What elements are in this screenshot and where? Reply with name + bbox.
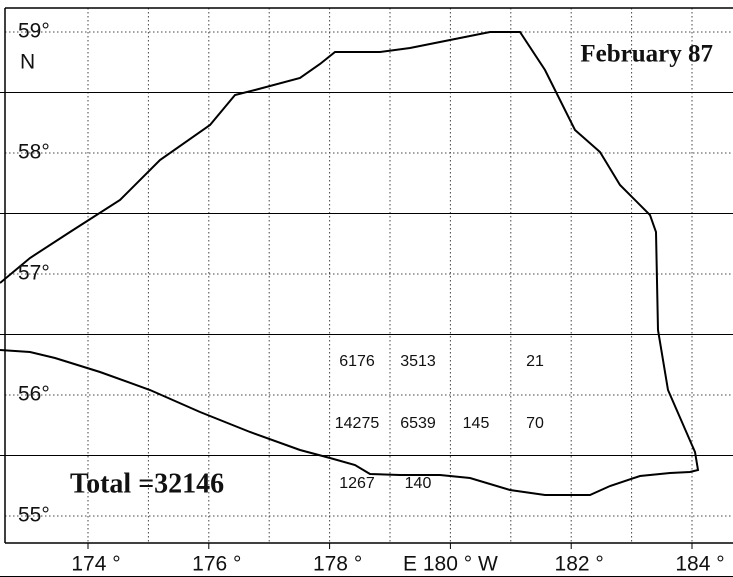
title: February 87 [580, 41, 713, 68]
lon-label: 184 ° [675, 553, 724, 576]
cell-value: 1267 [339, 475, 375, 492]
lat-label: 59° [18, 20, 50, 43]
cell-value: 70 [526, 415, 544, 432]
lat-label: 55° [18, 504, 50, 527]
lon-label: 182 ° [555, 553, 604, 576]
total: Total =32146 [70, 468, 224, 499]
cell-value: 6176 [339, 353, 375, 370]
lon-label: 176 ° [192, 553, 241, 576]
lat-label: 57° [18, 262, 50, 285]
cell-value: 6539 [400, 415, 436, 432]
hemisphere-label: N [20, 51, 35, 74]
lat-label: 58° [18, 141, 50, 164]
cell-value: 3513 [400, 353, 436, 370]
lon-label: E 180 ° W [403, 553, 498, 576]
lat-label: 56° [18, 383, 50, 406]
cell-value: 140 [405, 475, 432, 492]
cell-value: 145 [463, 415, 490, 432]
frame [4, 7, 733, 544]
cell-value: 14275 [335, 415, 380, 432]
lon-label: 174 ° [71, 553, 120, 576]
cell-value: 21 [526, 353, 544, 370]
lon-label: 178 ° [313, 553, 362, 576]
